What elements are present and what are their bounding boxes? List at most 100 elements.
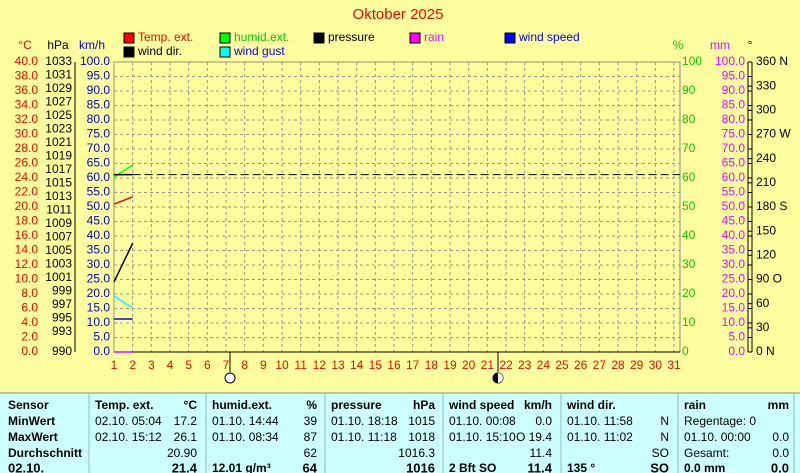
y-tick-label: 30: [682, 257, 696, 271]
table-cell: 64: [303, 460, 318, 473]
y-tick-label: 100: [682, 54, 702, 68]
table-cell: 2 Bft SO: [449, 461, 496, 473]
y-tick-label: 5.0: [93, 330, 110, 344]
y-tick-label: 20.0: [722, 286, 746, 300]
table-cell: Regentage: 0: [684, 414, 756, 428]
table-cell: 20.90: [167, 446, 197, 460]
y-tick-label: 80.0: [87, 112, 111, 126]
y-tick-label: 999: [52, 283, 72, 297]
y-tick-label: 210: [756, 175, 776, 189]
y-tick-label: 8.0: [21, 286, 38, 300]
y-tick-label: 40: [682, 228, 696, 242]
y-tick-label: 60: [756, 296, 770, 310]
y-tick-label: 150: [756, 223, 776, 237]
x-tick-label: 10: [275, 358, 289, 372]
table-cell: 1015: [408, 414, 435, 428]
y-tick-label: 18.0: [15, 214, 39, 228]
x-tick-label: 5: [185, 358, 192, 372]
x-tick-label: 27: [593, 358, 607, 372]
table-cell: 02.10. 15:12: [95, 430, 162, 444]
series-line: [113, 242, 134, 283]
y-tick-label: 4.0: [21, 315, 38, 329]
y-tick-label: 85.0: [722, 98, 746, 112]
table-cell: 01.10. 14:44: [212, 414, 279, 428]
y-tick-label: 995: [52, 310, 72, 324]
y-tick-label: 85.0: [87, 98, 111, 112]
x-tick-label: 14: [350, 358, 364, 372]
y-tick-label: 35.0: [87, 243, 111, 257]
table-cell: MinWert: [8, 414, 55, 428]
table-cell: 01.10. 11:58: [567, 414, 633, 428]
table-cell: 1016.3: [398, 446, 435, 460]
x-tick-label: 1: [111, 358, 118, 372]
y-tick-label: 90 O: [756, 272, 782, 286]
table-separators: [88, 393, 795, 473]
table-cell: 01.10. 18:18: [331, 414, 398, 428]
y-tick-label: 90.0: [87, 83, 111, 97]
legend-label: rain: [424, 30, 444, 44]
y-tick-label: 55.0: [722, 185, 746, 199]
y-tick-label: 1027: [45, 95, 72, 109]
moon-icons: [224, 352, 504, 384]
table-header-cell: humid.ext.: [212, 398, 272, 412]
table-cell: N: [660, 430, 669, 444]
y-tick-label: 1025: [45, 108, 72, 122]
y-tick-label: 1023: [45, 122, 72, 136]
y-tick-label: 1003: [45, 256, 72, 270]
table-cell: 87: [304, 430, 318, 444]
x-tick-label: 20: [462, 358, 476, 372]
legend-label: humid.ext.: [234, 30, 289, 44]
table-header-cell: Temp. ext.: [95, 398, 153, 412]
x-tick-label: 4: [167, 358, 174, 372]
y-tick-label: 25.0: [722, 272, 746, 286]
x-tick-label: 11: [294, 358, 307, 372]
y-tick-label: 34.0: [15, 98, 39, 112]
legend-swatch: [504, 32, 516, 44]
x-tick-label: 31: [667, 358, 681, 372]
table-cell: 62: [304, 446, 318, 460]
y-tick-label: 70: [682, 141, 696, 155]
y-tick-label: 45.0: [87, 214, 111, 228]
table-cell: SO: [650, 460, 669, 473]
table-header-cell: hPa: [413, 398, 435, 412]
y-tick-label: 50.0: [722, 199, 746, 213]
legend-swatch: [219, 46, 231, 58]
legend-label: wind dir.: [137, 44, 182, 58]
table-cell: 12.01 g/m³: [212, 461, 271, 473]
y-tick-label: 990: [52, 344, 72, 358]
y-tick-label: 1015: [45, 176, 72, 190]
y-tick-label: 30.0: [722, 257, 746, 271]
table-cell: Durchschnitt: [8, 446, 82, 460]
y-tick-label: 60.0: [722, 170, 746, 184]
table-cell: 11.4: [527, 460, 552, 473]
y-tick-label: 1009: [45, 216, 72, 230]
y-tick-label: 24.0: [15, 170, 39, 184]
y-tick-label: 40.0: [15, 54, 39, 68]
y-tick-label: 65.0: [87, 156, 111, 170]
y-tick-label: 1021: [45, 135, 72, 149]
x-tick-label: 6: [204, 358, 211, 372]
table-cell: 26.1: [174, 430, 198, 444]
axis-unit-label: °: [748, 38, 753, 52]
table-cell: 02.10. 05:04: [95, 414, 162, 428]
y-tick-label: 32.0: [15, 112, 39, 126]
legend-label: Temp. ext.: [138, 30, 193, 44]
table-header-cell: km/h: [524, 398, 552, 412]
axis-unit-label: %: [673, 38, 684, 52]
y-tick-label: 70.0: [87, 141, 111, 155]
x-tick-label: 2: [129, 358, 136, 372]
y-tick-label: 15.0: [722, 301, 746, 315]
legend-label: wind speed: [518, 30, 580, 44]
x-tick-label: 19: [443, 358, 457, 372]
y-tick-label: 14.0: [15, 243, 39, 257]
y-tick-label: 10: [682, 315, 696, 329]
y-tick-label: 1011: [46, 203, 72, 217]
y-tick-label: 75.0: [87, 127, 111, 141]
y-tick-label: 1005: [45, 243, 72, 257]
y-tick-label: 70.0: [722, 141, 746, 155]
table-header-cell: wind dir.: [566, 398, 616, 412]
axis-unit-label: km/h: [79, 38, 105, 52]
table-cell: 0.0 mm: [684, 461, 725, 473]
legend-swatch: [219, 32, 231, 44]
